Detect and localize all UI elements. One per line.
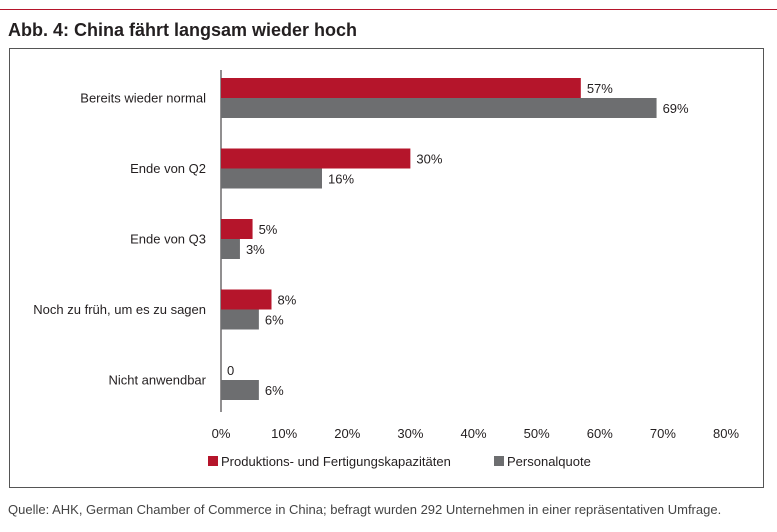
value-label: 16% bbox=[328, 172, 354, 187]
bar bbox=[221, 78, 581, 98]
source-note: Quelle: AHK, German Chamber of Commerce … bbox=[8, 502, 722, 517]
category-label: Ende von Q2 bbox=[130, 161, 206, 176]
legend-label-production: Produktions- und Fertigungskapazitäten bbox=[221, 454, 451, 469]
axis-layer: 0% 10% 20% 30% 40% 50% 60% 70% 80% bbox=[212, 70, 739, 441]
bar bbox=[221, 168, 322, 189]
bar bbox=[221, 289, 272, 310]
x-tick-label: 40% bbox=[460, 426, 486, 441]
legend: Produktions- und Fertigungskapazitäten P… bbox=[208, 454, 591, 469]
bar bbox=[221, 309, 259, 330]
x-tick-label: 20% bbox=[334, 426, 360, 441]
bar bbox=[221, 98, 657, 118]
chart-frame bbox=[9, 48, 764, 488]
value-label: 6% bbox=[265, 383, 284, 398]
x-tick-label: 80% bbox=[713, 426, 739, 441]
value-label: 5% bbox=[259, 222, 278, 237]
x-tick-label: 30% bbox=[397, 426, 423, 441]
legend-label-personnel: Personalquote bbox=[507, 454, 591, 469]
bar bbox=[221, 148, 411, 169]
value-label: 57% bbox=[587, 81, 613, 96]
x-tick-label: 60% bbox=[587, 426, 613, 441]
legend-swatch-personnel bbox=[494, 456, 504, 466]
category-label: Noch zu früh, um es zu sagen bbox=[33, 302, 206, 317]
label-layer: Bereits wieder normal 57% 69% Ende von Q2 30… bbox=[33, 81, 689, 398]
top-rule bbox=[0, 9, 777, 10]
figure-title: Abb. 4: China fährt langsam wieder hoch bbox=[8, 20, 358, 40]
value-label: 30% bbox=[416, 152, 442, 167]
bar-layer bbox=[221, 78, 657, 400]
category-label: Bereits wieder normal bbox=[80, 91, 206, 106]
value-label: 0 bbox=[227, 363, 234, 378]
bar bbox=[221, 219, 253, 239]
value-label: 8% bbox=[278, 293, 297, 308]
category-label: Nicht anwendbar bbox=[108, 373, 206, 388]
legend-swatch-production bbox=[208, 456, 218, 466]
value-label: 69% bbox=[663, 101, 689, 116]
category-label: Ende von Q3 bbox=[130, 232, 206, 247]
x-tick-label: 0% bbox=[212, 426, 231, 441]
x-tick-label: 50% bbox=[524, 426, 550, 441]
value-label: 6% bbox=[265, 313, 284, 328]
x-tick-label: 10% bbox=[271, 426, 297, 441]
bar bbox=[221, 380, 259, 400]
bar bbox=[221, 239, 240, 259]
x-tick-label: 70% bbox=[650, 426, 676, 441]
value-label: 3% bbox=[246, 242, 265, 257]
